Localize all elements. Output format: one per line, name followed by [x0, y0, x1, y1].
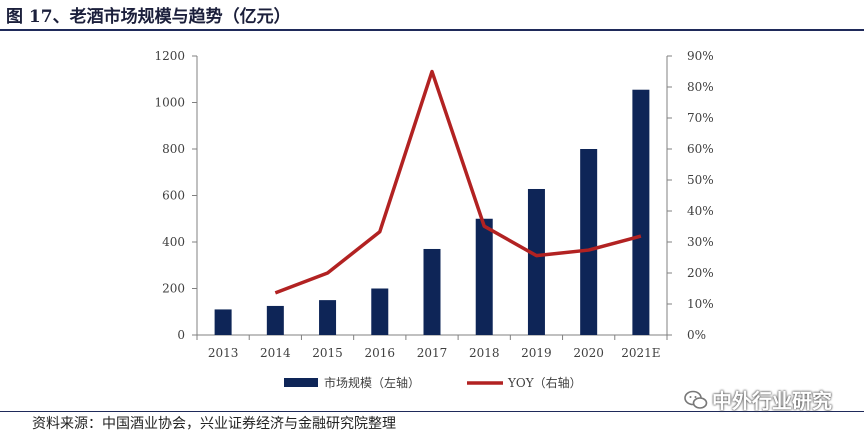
- bar: [475, 218, 493, 335]
- left-tick-label: 0: [177, 328, 185, 342]
- right-tick-label: 80%: [687, 80, 714, 94]
- bar: [266, 305, 284, 335]
- source-note: 资料来源：中国酒业协会，兴业证券经济与金融研究院整理: [32, 416, 396, 432]
- left-tick-label: 1200: [154, 49, 185, 63]
- watermark: 中外行业研究: [684, 385, 832, 414]
- right-tick-label: 60%: [687, 142, 714, 156]
- x-tick-label: 2018: [469, 346, 500, 360]
- legend: 市场规模（左轴） YOY（右轴）: [284, 375, 582, 390]
- bar: [371, 288, 389, 335]
- x-tick-label: 2017: [417, 346, 448, 360]
- x-tick-label: 2013: [208, 346, 239, 360]
- right-tick-label: 70%: [687, 111, 714, 125]
- right-axis: 0% 10% 20% 30% 40% 50% 60% 70% 80% 90%: [666, 49, 714, 342]
- wechat-icon: [684, 390, 708, 409]
- x-tick-label: 2021E: [621, 346, 660, 360]
- bar: [580, 149, 598, 335]
- left-tick-label: 200: [162, 282, 185, 296]
- x-tick-label: 2020: [573, 346, 604, 360]
- right-tick-label: 90%: [687, 49, 714, 63]
- right-tick-label: 0%: [687, 328, 706, 342]
- legend-line-label: YOY（右轴）: [507, 375, 582, 390]
- right-tick-label: 50%: [687, 173, 714, 187]
- left-axis: 0 200 400 600 800 1000 1200: [154, 49, 198, 342]
- x-tick-label: 2016: [365, 346, 396, 360]
- yoy-line: [274, 69, 642, 295]
- bar: [527, 188, 545, 335]
- legend-bar-swatch: [284, 378, 318, 387]
- yoy-series: [274, 69, 642, 295]
- watermark-text: 中外行业研究: [712, 389, 832, 413]
- bar: [423, 248, 441, 335]
- left-tick-label: 1000: [154, 96, 185, 110]
- x-tick-label: 2015: [312, 346, 343, 360]
- right-tick-label: 30%: [687, 235, 714, 249]
- right-tick-label: 40%: [687, 204, 714, 218]
- title-divider: [0, 29, 864, 31]
- legend-bar-label: 市场规模（左轴）: [324, 375, 420, 390]
- bar: [319, 300, 337, 335]
- right-tick-label: 20%: [687, 266, 714, 280]
- x-tick-label: 2014: [260, 346, 291, 360]
- source-divider: [0, 411, 864, 412]
- bar: [632, 89, 650, 336]
- bar-series: [214, 89, 650, 336]
- x-axis: 2013 2014 2015 2016 2017 2018 2019 2020 2021E: [196, 334, 668, 360]
- right-tick-label: 10%: [687, 297, 714, 311]
- bar: [214, 309, 232, 335]
- figure-title: 图 17、老酒市场规模与趋势（亿元）: [6, 7, 291, 27]
- left-tick-label: 400: [162, 235, 185, 249]
- left-tick-label: 800: [162, 142, 185, 156]
- x-tick-label: 2019: [521, 346, 552, 360]
- left-tick-label: 600: [162, 189, 185, 203]
